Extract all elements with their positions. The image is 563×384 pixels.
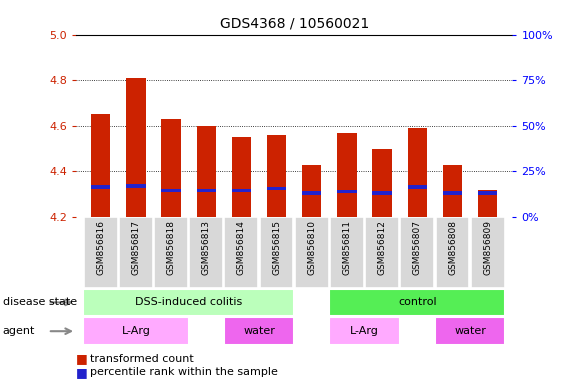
Bar [337, 190, 356, 194]
Bar [83, 317, 189, 345]
Bar [330, 217, 364, 288]
Bar [408, 185, 427, 189]
Text: L-Arg: L-Arg [350, 326, 379, 336]
Text: control: control [398, 297, 437, 308]
Text: GSM856815: GSM856815 [272, 220, 281, 275]
Text: transformed count: transformed count [90, 354, 194, 364]
Text: water: water [454, 326, 486, 336]
Text: DSS-induced colitis: DSS-induced colitis [135, 297, 242, 308]
Bar [162, 119, 181, 217]
Bar [267, 135, 286, 217]
Title: GDS4368 / 10560021: GDS4368 / 10560021 [220, 17, 369, 31]
Bar [267, 187, 286, 190]
Bar [471, 217, 504, 288]
Bar [478, 191, 497, 195]
Text: GSM856814: GSM856814 [237, 220, 246, 275]
Bar [126, 184, 145, 188]
Bar [365, 217, 399, 288]
Bar [373, 149, 392, 217]
Text: GSM856812: GSM856812 [378, 220, 387, 275]
Bar [196, 189, 216, 192]
Bar [126, 78, 145, 217]
Text: ■: ■ [76, 366, 92, 379]
Bar [436, 217, 470, 288]
Text: GSM856817: GSM856817 [131, 220, 140, 275]
Text: GSM856810: GSM856810 [307, 220, 316, 275]
Text: GSM856816: GSM856816 [96, 220, 105, 275]
Text: L-Arg: L-Arg [122, 326, 150, 336]
Text: agent: agent [3, 326, 35, 336]
Bar [329, 317, 400, 345]
Bar [83, 289, 294, 316]
Bar [162, 189, 181, 192]
Bar [91, 114, 110, 217]
Bar [435, 317, 506, 345]
Bar [373, 191, 392, 195]
Text: GSM856818: GSM856818 [167, 220, 176, 275]
Text: percentile rank within the sample: percentile rank within the sample [90, 367, 278, 377]
Bar [337, 132, 356, 217]
Text: GSM856813: GSM856813 [202, 220, 211, 275]
Bar [443, 191, 462, 195]
Text: GSM856807: GSM856807 [413, 220, 422, 275]
Bar [119, 217, 153, 288]
Bar [224, 317, 294, 345]
Text: disease state: disease state [3, 297, 77, 308]
Bar [408, 128, 427, 217]
Bar [329, 289, 506, 316]
Bar [400, 217, 434, 288]
Bar [443, 164, 462, 217]
Bar [302, 191, 321, 195]
Bar [84, 217, 118, 288]
Text: GSM856809: GSM856809 [483, 220, 492, 275]
Bar [295, 217, 329, 288]
Bar [225, 217, 258, 288]
Bar [189, 217, 223, 288]
Bar [91, 185, 110, 189]
Bar [478, 190, 497, 217]
Bar [196, 126, 216, 217]
Bar [260, 217, 293, 288]
Bar [154, 217, 188, 288]
Bar [302, 164, 321, 217]
Text: ■: ■ [76, 353, 92, 366]
Text: water: water [243, 326, 275, 336]
Text: GSM856808: GSM856808 [448, 220, 457, 275]
Bar [232, 189, 251, 192]
Bar [232, 137, 251, 217]
Text: GSM856811: GSM856811 [342, 220, 351, 275]
